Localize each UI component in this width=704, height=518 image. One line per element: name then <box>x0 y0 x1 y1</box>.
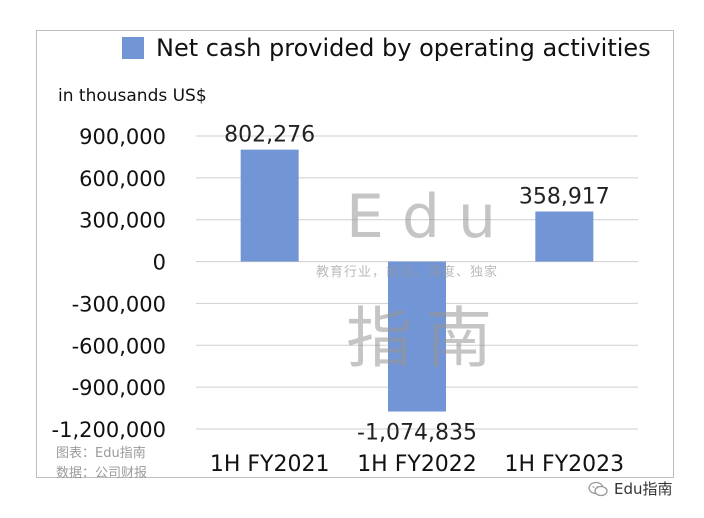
y-tick-label: 900,000 <box>79 125 166 149</box>
y-tick-label: 600,000 <box>79 167 166 191</box>
bar <box>388 261 446 412</box>
x-tick-label: 1H FY2023 <box>505 452 625 477</box>
y-tick-label: -300,000 <box>72 292 166 316</box>
legend-swatch <box>122 37 144 59</box>
chart-legend: Net cash provided by operating activitie… <box>122 33 651 63</box>
chart-credit-caption: 图表：Edu指南 <box>56 446 146 461</box>
wechat-icon <box>588 481 608 496</box>
y-tick-label: -900,000 <box>72 376 166 400</box>
data-label: 358,917 <box>519 184 610 209</box>
y-axis-unit-label: in thousands US$ <box>58 86 207 106</box>
watermark-tagline: 教育行业，前沿、深度、独家 <box>316 265 499 280</box>
data-label: -1,074,835 <box>357 421 477 446</box>
y-tick-label: 300,000 <box>79 209 166 233</box>
watermark-latin: Edu <box>346 182 515 252</box>
data-label: 802,276 <box>224 123 315 148</box>
y-tick-label: -600,000 <box>72 334 166 358</box>
brand-label: Edu指南 <box>614 480 673 498</box>
watermark-chinese: 指南 <box>346 300 506 377</box>
y-tick-label: -1,200,000 <box>52 418 166 442</box>
data-source-caption: 数据：公司财报 <box>56 466 148 481</box>
bar <box>535 211 594 262</box>
y-tick-label: 0 <box>153 251 166 275</box>
legend-label: Net cash provided by operating activitie… <box>156 34 651 62</box>
x-tick-label: 1H FY2022 <box>357 452 477 477</box>
brand-tag: Edu指南 <box>588 478 673 499</box>
x-tick-label: 1H FY2021 <box>210 452 330 477</box>
bar <box>240 149 299 262</box>
